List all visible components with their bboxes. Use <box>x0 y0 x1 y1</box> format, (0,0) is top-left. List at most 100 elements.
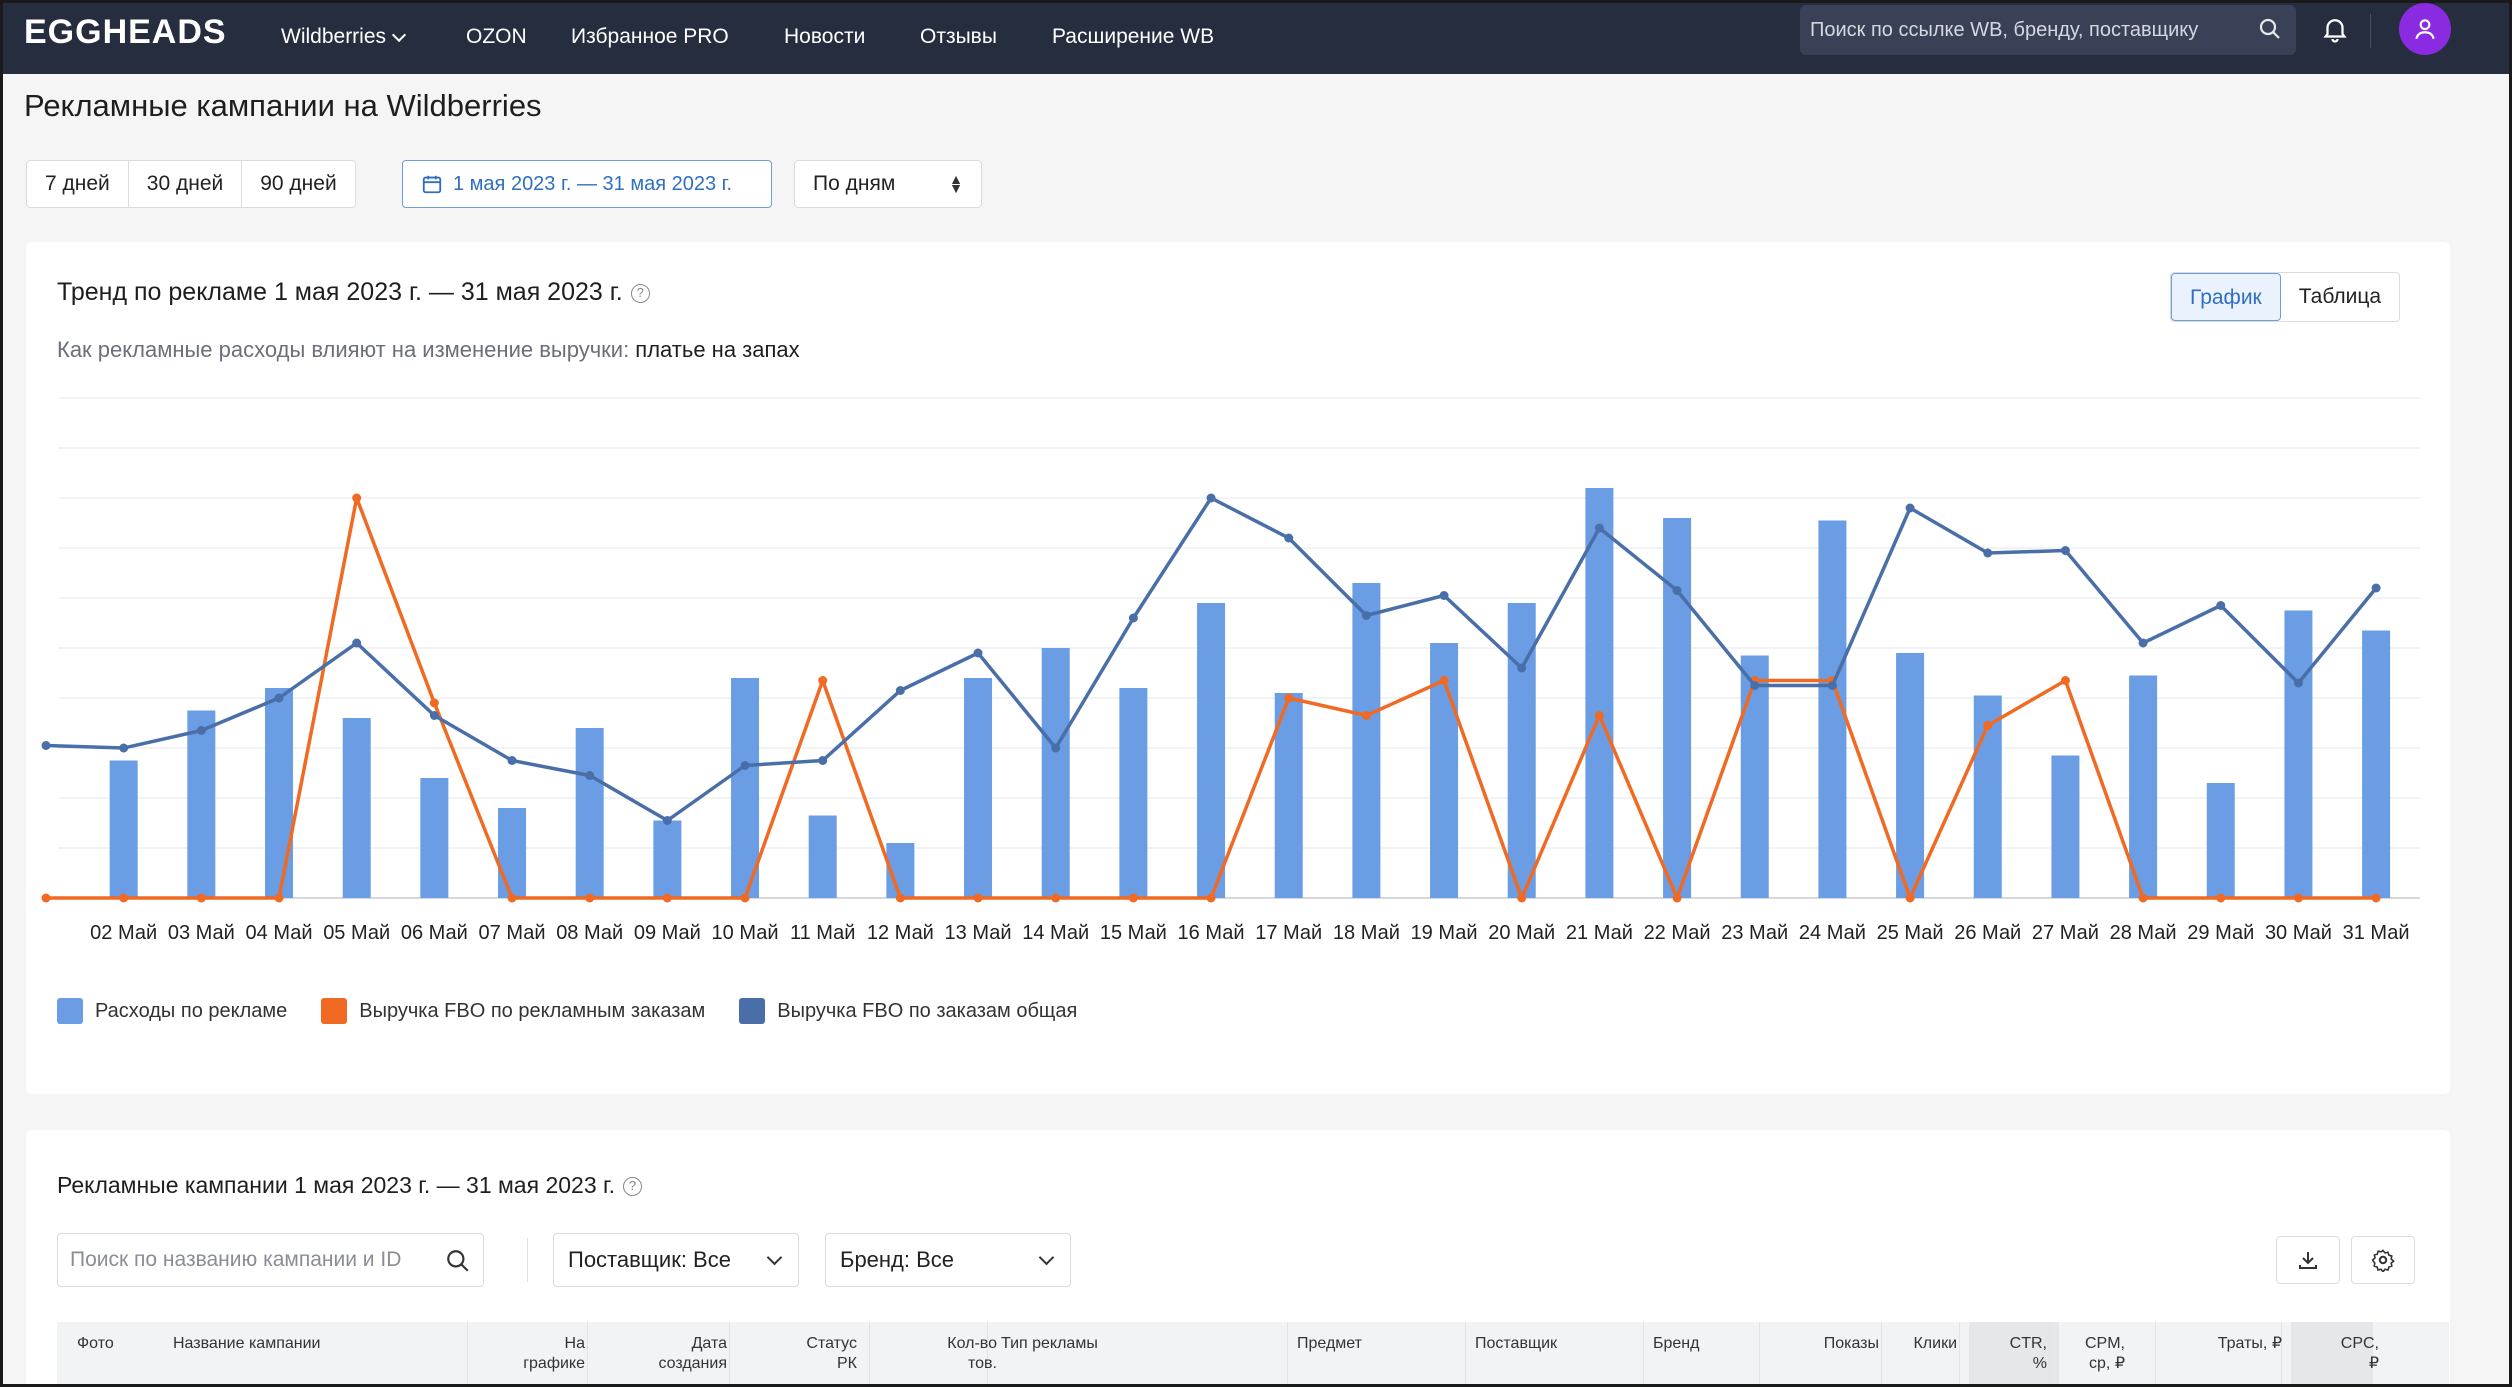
point-total-revenue <box>1206 493 1216 503</box>
search-icon[interactable] <box>2258 17 2282 41</box>
point-total-revenue <box>1594 523 1604 533</box>
column-divider <box>729 1322 730 1387</box>
point-ad-revenue <box>2060 676 2070 685</box>
settings-button[interactable] <box>2351 1236 2415 1284</box>
search-icon[interactable] <box>445 1248 471 1274</box>
point-total-revenue <box>585 771 595 780</box>
point-ad-revenue <box>585 893 595 903</box>
view-chart-button[interactable]: График <box>2171 273 2281 321</box>
point-total-revenue <box>119 743 129 753</box>
point-total-revenue <box>2371 583 2381 593</box>
view-table-button[interactable]: Таблица <box>2298 285 2382 308</box>
legend-item-ad-spend[interactable]: Расходы по рекламе <box>57 998 287 1024</box>
bar-ad-spend <box>1663 518 1692 898</box>
legend-label: Расходы по рекламе <box>95 999 288 1022</box>
legend-item-total-revenue[interactable]: Выручка FBO по заказам общая <box>739 998 1077 1024</box>
point-total-revenue <box>2060 546 2070 555</box>
trend-subtitle: Как рекламные расходы влияют на изменени… <box>57 337 800 363</box>
nav-ozon[interactable]: OZON <box>466 25 527 48</box>
logo[interactable]: EGGHEADS <box>24 13 227 51</box>
sorted-column-bg <box>1969 1322 2059 1387</box>
nav-favorites-pro[interactable]: Избранное PRO <box>571 25 729 48</box>
bar-ad-spend <box>1041 648 1070 898</box>
point-total-revenue <box>507 756 517 765</box>
x-tick-label: 30 Май <box>2265 922 2332 944</box>
legend-swatch <box>57 998 83 1024</box>
point-ad-revenue <box>119 893 129 903</box>
column-header[interactable]: Показы <box>1823 1335 1879 1352</box>
x-tick-label: 23 Май <box>1721 922 1788 944</box>
bar-ad-spend <box>808 815 837 898</box>
help-icon[interactable]: ? <box>630 283 650 303</box>
bar-ad-spend <box>109 760 138 898</box>
user-icon <box>2415 19 2435 40</box>
point-total-revenue <box>1439 591 1449 600</box>
download-button[interactable] <box>2276 1236 2340 1284</box>
point-ad-revenue <box>274 893 284 903</box>
column-header[interactable]: На графике <box>523 1335 585 1372</box>
column-header[interactable]: Предмет <box>1297 1335 1362 1352</box>
column-divider <box>1465 1322 1466 1387</box>
column-header[interactable]: Поставщик <box>1475 1335 1558 1352</box>
point-total-revenue <box>274 693 284 703</box>
point-ad-revenue <box>1051 893 1061 903</box>
date-range-picker[interactable]: 1 мая 2023 г. — 31 мая 2023 г. <box>402 160 772 208</box>
x-tick-label: 27 Май <box>2032 922 2099 944</box>
x-tick-label: 13 Май <box>945 922 1012 944</box>
period-7-days[interactable]: 7 дней <box>27 161 129 207</box>
legend-label: Выручка FBO по рекламным заказам <box>359 999 706 1022</box>
point-ad-revenue <box>2216 893 2226 903</box>
column-header[interactable]: Клики <box>1913 1335 1957 1352</box>
column-header[interactable]: Дата создания <box>658 1335 727 1372</box>
campaign-search-input[interactable]: Поиск по названию кампании и ID <box>57 1233 484 1287</box>
nav-wildberries[interactable]: Wildberries <box>281 0 407 74</box>
point-ad-revenue <box>1128 893 1138 903</box>
x-tick-label: 09 Май <box>634 922 701 944</box>
x-tick-label: 06 Май <box>401 922 468 944</box>
column-header[interactable]: Кол-во тов. <box>947 1335 997 1372</box>
search-placeholder: Поиск по ссылке WB, бренду, поставщику <box>1810 18 2199 41</box>
bar-ad-spend <box>342 718 371 898</box>
period-90-days[interactable]: 90 дней <box>260 172 337 195</box>
column-divider <box>987 1322 988 1387</box>
gear-icon <box>2371 1249 2395 1272</box>
global-search-input[interactable]: Поиск по ссылке WB, бренду, поставщику <box>1800 5 2296 55</box>
help-icon[interactable]: ? <box>622 1177 642 1197</box>
x-tick-label: 15 Май <box>1100 922 1167 944</box>
period-30-days[interactable]: 30 дней <box>129 161 243 207</box>
search-placeholder: Поиск по названию кампании и ID <box>70 1248 402 1271</box>
point-total-revenue <box>1284 533 1294 543</box>
column-header[interactable]: Статус РК <box>806 1335 857 1372</box>
point-ad-revenue <box>1905 893 1915 903</box>
nav-reviews[interactable]: Отзывы <box>920 25 997 48</box>
bell-icon[interactable] <box>2320 14 2350 44</box>
point-ad-revenue <box>662 893 672 903</box>
column-header[interactable]: Название кампании <box>173 1335 321 1352</box>
column-header[interactable]: Тип рекламы <box>1001 1335 1098 1352</box>
x-tick-label: 28 Май <box>2110 922 2177 944</box>
column-header[interactable]: CTR,% <box>2009 1335 2047 1372</box>
legend-swatch <box>321 998 348 1024</box>
point-total-revenue <box>895 686 905 695</box>
column-header[interactable]: Фото <box>77 1335 114 1352</box>
supplier-filter[interactable]: Поставщик: Все <box>553 1233 799 1287</box>
bar-ad-spend <box>498 808 527 898</box>
view-toggle: График Таблица <box>2170 272 2401 322</box>
trend-title: Тренд по рекламе 1 мая 2023 г. — 31 мая … <box>57 278 650 307</box>
column-divider <box>2281 1322 2282 1387</box>
column-header[interactable]: Бренд <box>1653 1335 1700 1352</box>
nav-wb-extension[interactable]: Расширение WB <box>1052 25 1215 48</box>
campaigns-title-text: Рекламные кампании 1 мая 2023 г. — 31 ма… <box>57 1172 615 1198</box>
legend-item-ad-revenue[interactable]: Выручка FBO по рекламным заказам <box>321 998 705 1024</box>
column-header[interactable]: CPC, ₽ <box>2340 1335 2379 1372</box>
avatar[interactable] <box>2399 3 2451 55</box>
nav-news[interactable]: Новости <box>784 25 866 48</box>
x-tick-label: 02 Май <box>90 922 157 944</box>
sort-arrows-icon: ▲ ▼ <box>949 171 963 196</box>
column-header[interactable]: CPM, ср, ₽ <box>2085 1335 2125 1372</box>
brand-filter[interactable]: Бренд: Все <box>825 1233 1071 1287</box>
granularity-label: По дням <box>813 172 896 195</box>
column-header[interactable]: Траты, ₽ <box>2217 1335 2282 1352</box>
date-range-label: 1 мая 2023 г. — 31 мая 2023 г. <box>453 172 733 195</box>
granularity-select[interactable]: По дням ▲ ▼ <box>794 160 982 208</box>
